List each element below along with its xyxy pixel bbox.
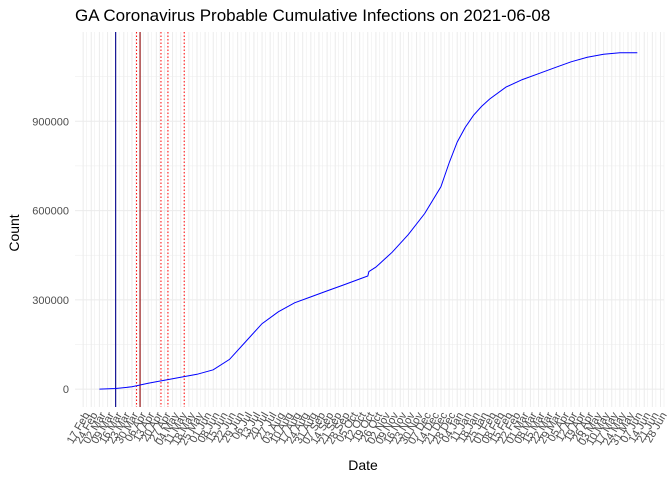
series-layer bbox=[99, 52, 638, 390]
y-axis-title: Count bbox=[6, 214, 22, 251]
y-axis-ticks: 0 300000 600000 900000 bbox=[32, 116, 69, 396]
grid-layer bbox=[75, 32, 665, 407]
y-tick-label: 600000 bbox=[32, 206, 69, 218]
vertical-lines bbox=[115, 32, 185, 407]
y-tick-label: 0 bbox=[63, 384, 69, 396]
series-line bbox=[99, 52, 638, 390]
chart-title: GA Coronavirus Probable Cumulative Infec… bbox=[75, 6, 551, 25]
x-axis-title: Date bbox=[348, 457, 378, 473]
y-tick-label: 900000 bbox=[32, 116, 69, 128]
y-tick-label: 300000 bbox=[32, 295, 69, 307]
